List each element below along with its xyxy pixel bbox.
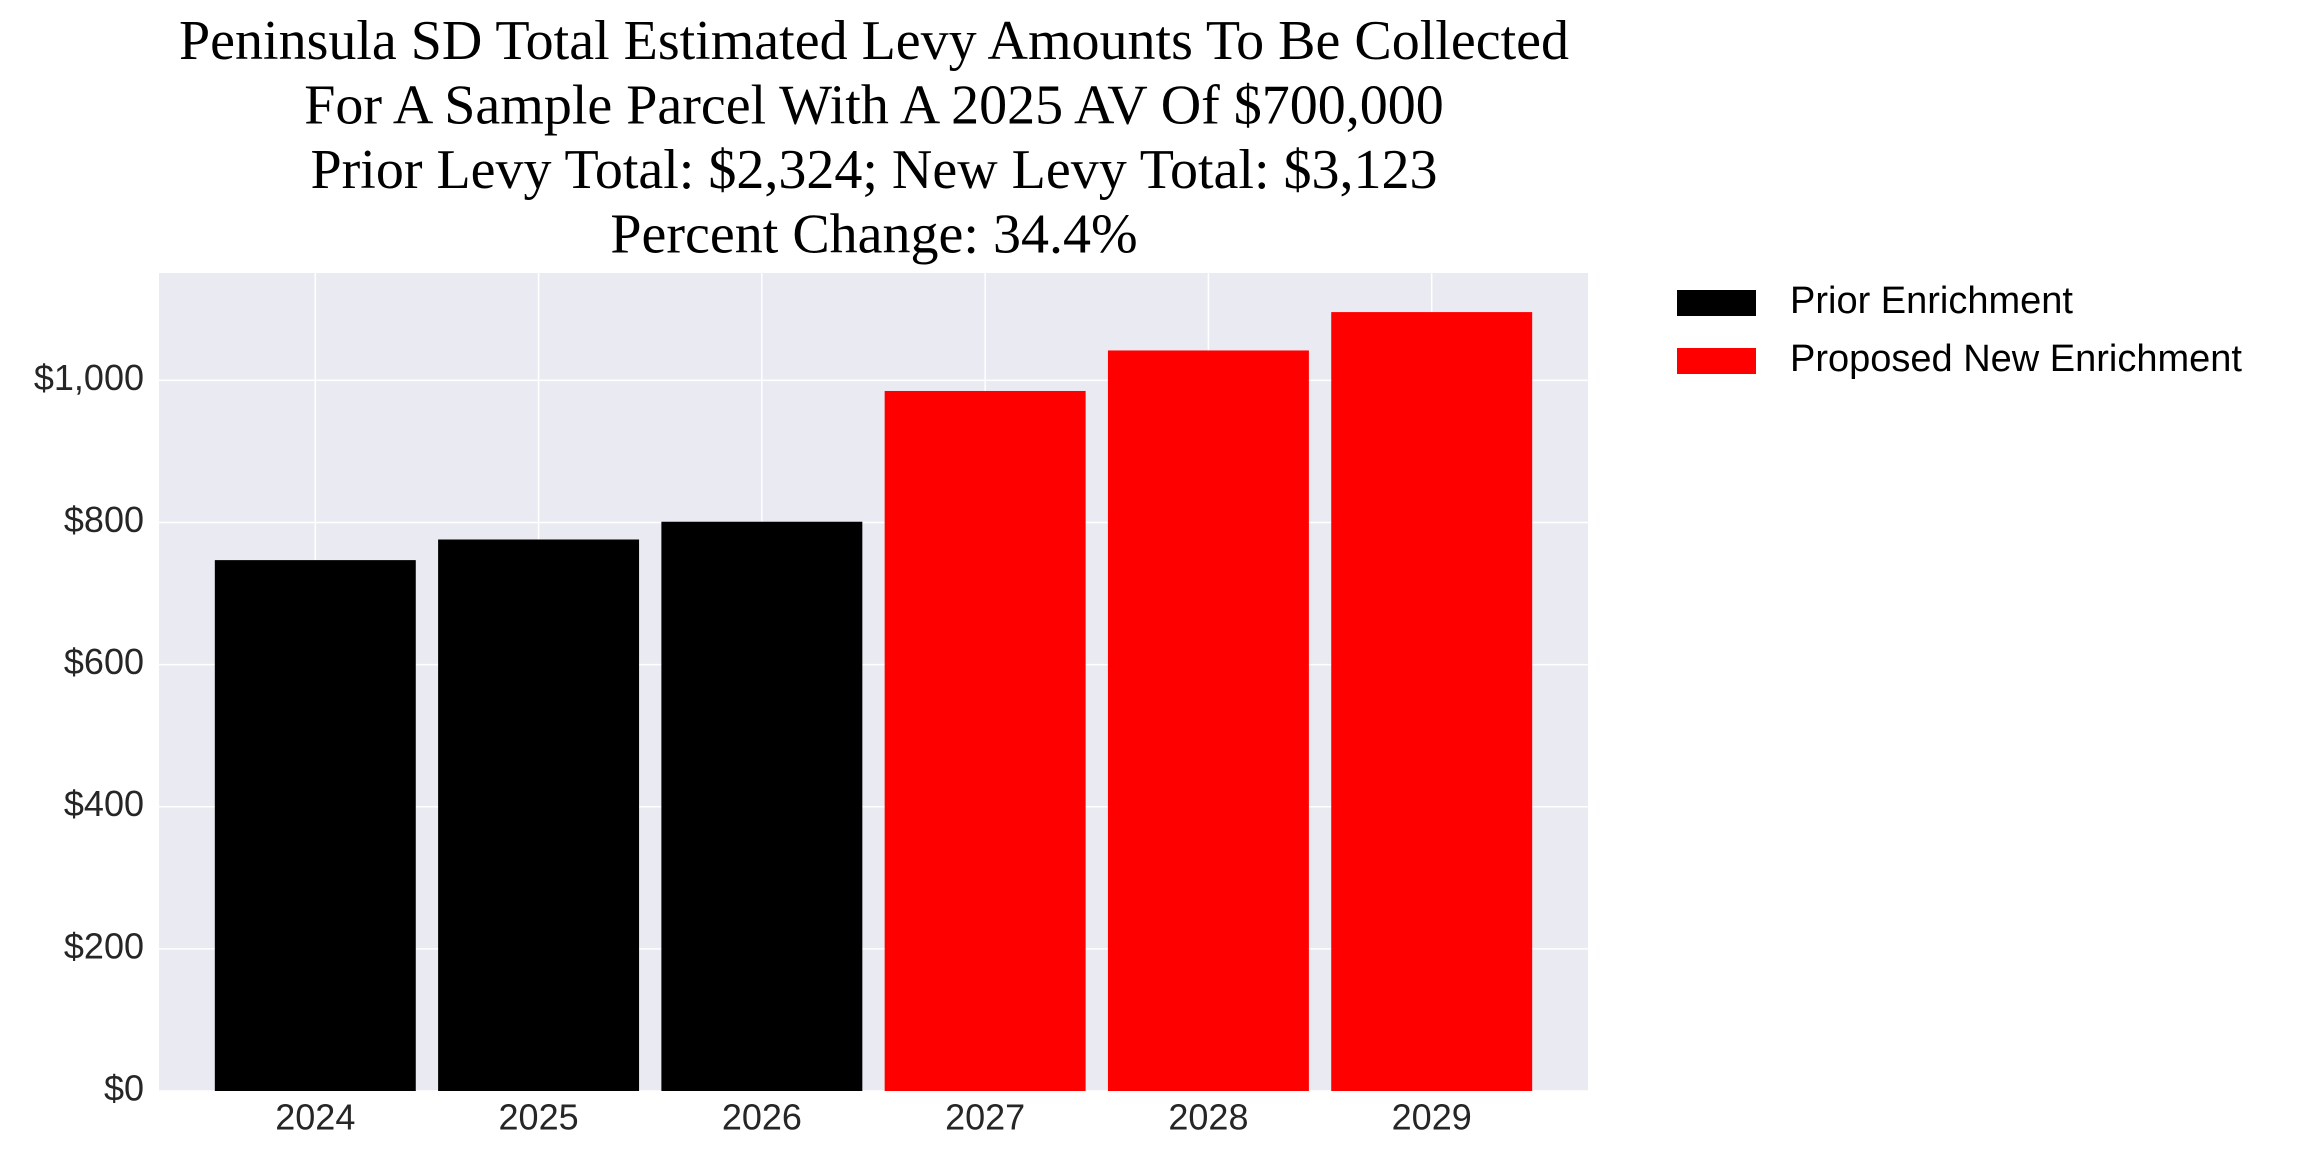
legend-swatch [1677,290,1756,316]
chart-title: Peninsula SD Total Estimated Levy Amount… [179,10,1569,72]
y-tick-label: $1,000 [34,357,144,398]
bar [214,560,416,1091]
bar [884,390,1086,1091]
legend-swatch [1677,348,1756,374]
legend-label: Prior Enrichment [1790,280,2073,322]
legend-label: Proposed New Enrichment [1790,338,2242,380]
chart-title: For A Sample Parcel With A 2025 AV Of $7… [304,74,1444,136]
bar [1331,312,1533,1091]
y-tick-label: $800 [64,499,144,540]
x-tick-label: 2027 [945,1097,1025,1138]
y-tick-label: $600 [64,641,144,682]
bar [1107,350,1309,1091]
y-tick-label: $400 [64,783,144,824]
x-tick-label: 2025 [499,1097,579,1138]
chart-title: Percent Change: 34.4% [610,203,1137,265]
x-tick-label: 2024 [275,1097,355,1138]
y-tick-label: $200 [64,925,144,966]
y-tick-label: $0 [104,1068,144,1109]
x-tick-label: 2028 [1168,1097,1248,1138]
chart-title: Prior Levy Total: $2,324; New Levy Total… [310,139,1437,201]
bar [661,521,863,1091]
bar [438,539,640,1091]
x-tick-label: 2029 [1392,1097,1472,1138]
x-tick-label: 2026 [722,1097,802,1138]
